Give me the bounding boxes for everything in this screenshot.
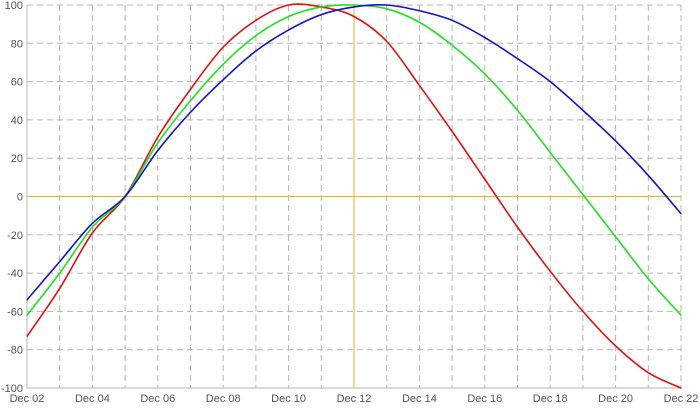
data-point (353, 4, 355, 6)
data-point (549, 81, 551, 83)
data-point (353, 6, 355, 8)
y-tick-label: -40 (7, 268, 23, 280)
data-point (353, 15, 355, 18)
data-point (549, 270, 551, 272)
data-point (124, 195, 126, 198)
data-point (255, 50, 257, 52)
data-point (157, 142, 159, 144)
y-tick-label: -100 (1, 383, 23, 395)
data-point (615, 236, 617, 238)
data-point (59, 287, 61, 290)
data-point (59, 272, 61, 274)
x-tick-label: Dec 04 (75, 393, 110, 405)
data-point (582, 193, 584, 196)
data-point (386, 4, 388, 6)
y-tick-label: -80 (7, 345, 23, 357)
data-point (680, 387, 682, 389)
y-tick-label: 40 (11, 115, 23, 127)
data-point (582, 109, 584, 111)
data-point (288, 15, 290, 18)
x-tick-label: Dec 02 (10, 393, 45, 405)
y-tick-label: -60 (7, 306, 23, 318)
data-point (615, 345, 617, 347)
data-point (255, 19, 257, 21)
data-point (582, 310, 584, 312)
data-point (516, 109, 519, 111)
data-point (91, 222, 93, 224)
data-point (418, 84, 420, 87)
x-tick-label: Dec 06 (140, 393, 175, 405)
data-point (91, 226, 93, 228)
x-tick-label: Dec 14 (402, 393, 437, 405)
data-point (189, 111, 192, 113)
data-point (157, 136, 159, 138)
data-point (680, 213, 682, 215)
data-point (91, 232, 93, 234)
data-point (451, 44, 453, 46)
data-point (484, 73, 486, 75)
data-point (288, 4, 290, 6)
series-lines (26, 3, 682, 389)
data-point (320, 13, 322, 16)
data-point (451, 130, 453, 132)
y-tick-label: 60 (11, 77, 23, 89)
data-point (516, 58, 519, 60)
data-point (386, 8, 388, 10)
data-point (647, 278, 649, 280)
data-point (549, 151, 551, 154)
data-point (288, 29, 290, 31)
data-point (647, 174, 649, 177)
x-axis-ticks: Dec 02 Dec 04 Dec 06 Dec 08 Dec 10 Dec 12 Dec … (10, 393, 699, 405)
y-axis-ticks: 100 80 60 40 20 0 -20 -40 -60 -80 -100 (1, 0, 23, 395)
data-point (222, 63, 224, 65)
data-point (189, 100, 192, 102)
data-point (320, 6, 322, 8)
x-tick-label: Dec 20 (598, 393, 633, 405)
crosshair (27, 5, 681, 388)
data-point (647, 372, 649, 374)
y-tick-label: 20 (11, 153, 23, 165)
data-point (484, 36, 486, 39)
data-point (418, 10, 420, 12)
data-point (222, 79, 224, 81)
data-point (222, 46, 224, 48)
y-tick-label: -20 (7, 230, 23, 242)
data-point (484, 178, 486, 180)
data-point (157, 149, 159, 152)
data-point (386, 40, 388, 42)
data-point (255, 35, 257, 37)
data-point (26, 314, 28, 316)
data-point (26, 299, 28, 301)
y-tick-label: 100 (5, 0, 23, 12)
x-tick-label: Dec 16 (467, 393, 502, 405)
data-point (451, 19, 453, 21)
x-tick-label: Dec 10 (271, 393, 306, 405)
x-tick-label: Dec 18 (533, 393, 568, 405)
data-point (59, 261, 61, 263)
data-point (516, 226, 519, 228)
y-tick-label: 80 (11, 38, 23, 50)
y-tick-label: 0 (17, 192, 23, 204)
data-point (680, 314, 682, 316)
x-tick-label: Dec 22 (664, 393, 699, 405)
x-tick-label: Dec 12 (337, 393, 372, 405)
data-point (615, 140, 617, 142)
data-point (189, 88, 192, 90)
data-point (26, 335, 28, 337)
x-tick-label: Dec 08 (206, 393, 241, 405)
data-point (418, 21, 420, 23)
